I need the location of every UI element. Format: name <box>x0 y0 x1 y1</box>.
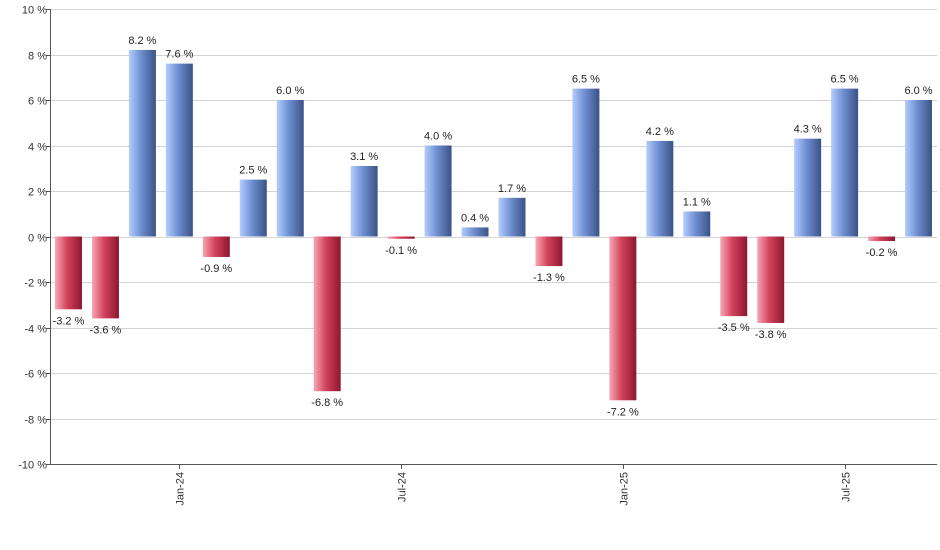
y-tick-label: 0 % <box>28 233 47 245</box>
data-label-2024-12: 6.5 % <box>572 74 600 86</box>
bar-2025-07 <box>831 88 859 237</box>
data-label-2025-09: 6.0 % <box>904 85 932 97</box>
data-label-2024-04: 6.0 % <box>276 85 304 97</box>
bar-2025-01 <box>609 236 637 401</box>
y-tick-label: 2 % <box>28 187 47 199</box>
bar-2023-12 <box>128 49 156 237</box>
bar-2024-10 <box>498 197 526 237</box>
y-tick-label: -8 % <box>24 415 47 427</box>
y-tick-label: 6 % <box>28 96 47 108</box>
data-label-2025-03: 1.1 % <box>683 196 711 208</box>
bar-2025-06 <box>794 138 822 237</box>
bar-2025-03 <box>683 211 711 237</box>
data-label-2025-04: -3.5 % <box>718 322 750 334</box>
data-label-2024-01: 7.6 % <box>165 49 193 61</box>
data-label-2024-05: -6.8 % <box>311 397 343 409</box>
y-tick-label: -10 % <box>18 460 47 472</box>
data-label-2025-01: -7.2 % <box>607 406 639 418</box>
data-label-2025-05: -3.8 % <box>755 329 787 341</box>
data-label-2024-09: 0.4 % <box>461 212 489 224</box>
data-label-2025-06: 4.3 % <box>794 124 822 136</box>
bar-2025-02 <box>646 140 674 237</box>
bar-2024-12 <box>572 88 600 237</box>
bar-2024-07 <box>387 236 415 239</box>
x-tick-label: Jan-25 <box>619 472 631 506</box>
data-label-2025-08: -0.2 % <box>866 247 898 259</box>
data-label-2024-10: 1.7 % <box>498 183 526 195</box>
data-label-2024-06: 3.1 % <box>350 151 378 163</box>
data-label-2025-02: 4.2 % <box>646 126 674 138</box>
x-tick-label: Jan-24 <box>175 472 187 506</box>
y-tick-label: -2 % <box>24 278 47 290</box>
bar-2024-09 <box>461 227 489 237</box>
data-labels: -3.2 % -3.6 % 8.2 % 7.6 % -0.9 % 2.5 % 6.0 % -6… <box>53 35 933 418</box>
bar-2024-08 <box>424 145 452 237</box>
data-label-2024-02: -0.9 % <box>200 263 232 275</box>
data-label-2024-07: -0.1 % <box>385 245 417 257</box>
bar-2024-06 <box>350 165 378 237</box>
bar-2023-10 <box>54 236 82 310</box>
bar-2024-01 <box>165 63 193 237</box>
data-label-2024-03: 2.5 % <box>239 165 267 177</box>
x-tick-label: Jul-25 <box>841 472 853 502</box>
bar-2025-08 <box>868 236 896 242</box>
bar-2023-11 <box>91 236 119 319</box>
bar-2024-02 <box>202 236 230 257</box>
data-label-2023-11: -3.6 % <box>90 324 122 336</box>
bar-2024-11 <box>535 236 563 267</box>
data-label-2024-11: -1.3 % <box>533 272 565 284</box>
y-tick-label: 10 % <box>22 5 47 17</box>
bar-2024-03 <box>239 179 267 237</box>
y-tick-label: -6 % <box>24 369 47 381</box>
axes: 10 % 8 % 6 % 4 % 2 % 0 % -2 % -4 % -6 % -8 % -10 %… <box>18 5 937 506</box>
data-label-2023-10: -3.2 % <box>53 315 85 327</box>
data-label-2023-12: 8.2 % <box>128 35 156 47</box>
bars <box>54 49 933 401</box>
bar-2025-09 <box>905 100 933 237</box>
bar-2025-04 <box>720 236 748 317</box>
bar-2024-04 <box>276 100 304 237</box>
y-tick-label: -4 % <box>24 324 47 336</box>
data-label-2025-07: 6.5 % <box>831 74 859 86</box>
y-tick-label: 4 % <box>28 142 47 154</box>
data-label-2024-08: 4.0 % <box>424 131 452 143</box>
x-tick-label: Jul-24 <box>397 472 409 502</box>
bar-2024-05 <box>313 236 341 392</box>
y-tick-label: 8 % <box>28 51 47 63</box>
bar-2025-05 <box>757 236 785 323</box>
